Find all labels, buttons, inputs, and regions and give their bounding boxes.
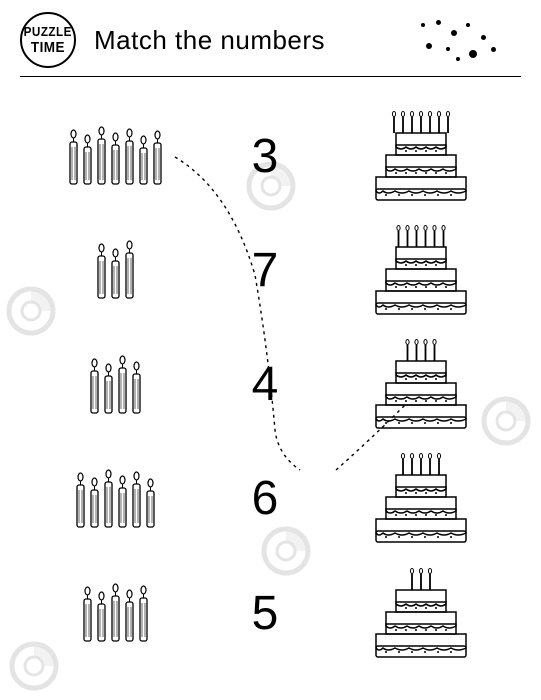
candle-icon (102, 355, 115, 415)
candle-icon (102, 469, 115, 529)
cake-item (361, 216, 481, 324)
worksheet-grid: 3 7 4 6 5 (0, 77, 541, 687)
candle-column (30, 102, 200, 667)
candle-icon (123, 240, 136, 300)
cake-column (330, 102, 511, 667)
page-title: Match the numbers (94, 25, 325, 56)
candle-icon (109, 583, 122, 643)
cake-icon (361, 566, 481, 661)
candle-icon (123, 126, 136, 186)
candle-icon (95, 240, 108, 300)
candle-group (95, 216, 136, 324)
candle-icon (67, 126, 80, 186)
number-label: 5 (252, 586, 279, 641)
candle-group (67, 102, 164, 210)
number-label: 4 (252, 357, 279, 412)
number-column: 3 7 4 6 5 (200, 102, 330, 667)
candle-icon (137, 583, 150, 643)
decorative-dots (411, 15, 511, 65)
number-label: 7 (252, 243, 279, 298)
candle-icon (109, 240, 122, 300)
cake-icon (361, 451, 481, 546)
number-label: 3 (252, 129, 279, 184)
cake-item (361, 445, 481, 553)
candle-group (81, 559, 150, 667)
candle-icon (81, 583, 94, 643)
cake-item (361, 102, 481, 210)
candle-icon (151, 126, 164, 186)
puzzle-time-logo: PUZZLE TIME (20, 12, 76, 68)
candle-icon (88, 355, 101, 415)
candle-icon (116, 355, 129, 415)
cake-item (361, 559, 481, 667)
cake-item (361, 331, 481, 439)
logo-text-top: PUZZLE (24, 25, 72, 38)
candle-icon (116, 469, 129, 529)
number-label: 6 (252, 471, 279, 526)
candle-icon (74, 469, 87, 529)
candle-icon (81, 126, 94, 186)
candle-icon (95, 583, 108, 643)
candle-group (88, 331, 143, 439)
cake-icon (361, 109, 481, 204)
candle-icon (88, 469, 101, 529)
candle-icon (144, 469, 157, 529)
candle-icon (130, 469, 143, 529)
cake-icon (361, 337, 481, 432)
logo-text-bottom: TIME (31, 40, 65, 55)
candle-icon (95, 126, 108, 186)
cake-icon (361, 223, 481, 318)
candle-icon (130, 355, 143, 415)
candle-icon (109, 126, 122, 186)
candle-group (74, 445, 157, 553)
candle-icon (137, 126, 150, 186)
candle-icon (123, 583, 136, 643)
